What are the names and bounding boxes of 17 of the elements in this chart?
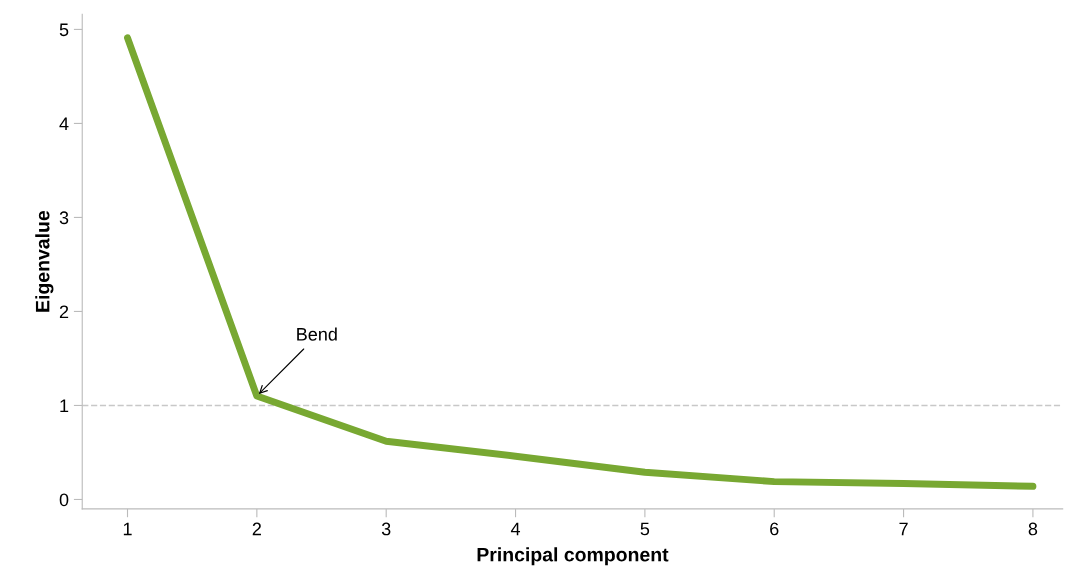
y-tick-label: 3 [59,211,69,225]
x-tick-label: 2 [252,522,261,536]
x-tick-label: 3 [381,522,391,536]
y-tick-label: 1 [60,399,69,412]
y-tick-label: 2 [59,305,69,318]
y-tick-label: 4 [59,117,69,130]
x-tick-label: 6 [770,522,779,536]
x-tick-label: 1 [123,522,132,536]
x-tick-label: 4 [510,522,521,536]
y-axis-title: Eigenvalue [35,210,54,312]
x-tick-label: 7 [899,522,908,536]
y-tick-label: 0 [59,493,69,507]
annotation: Bend [297,327,337,341]
x-axis-title: Principal component [477,547,669,566]
x-tick-label: 5 [640,522,650,536]
x-tick-label: 8 [1028,522,1038,536]
y-tick-label: 5 [59,23,69,37]
